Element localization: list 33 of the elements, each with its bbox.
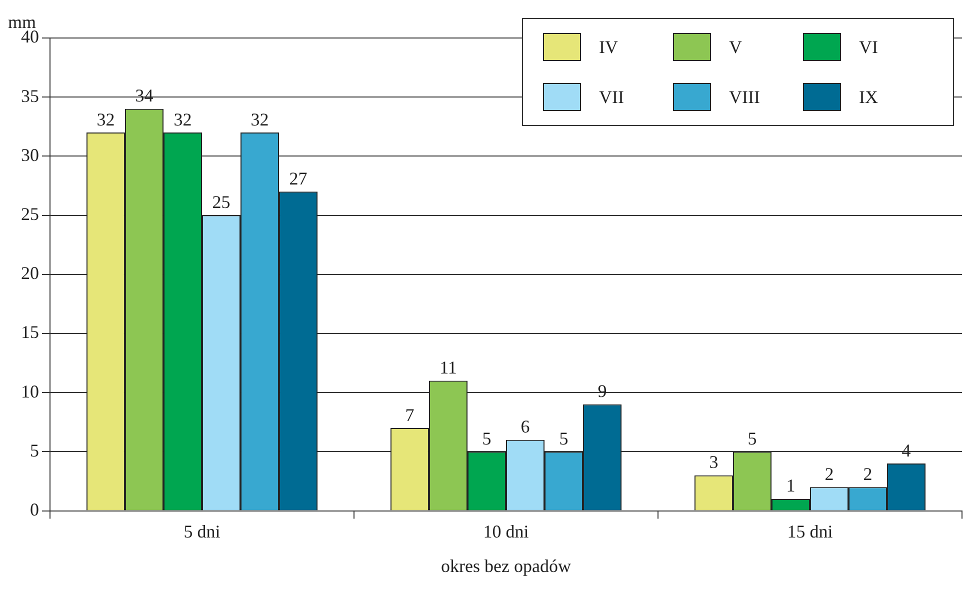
data-label: 2 xyxy=(863,464,872,484)
data-label: 32 xyxy=(96,109,115,130)
data-label: 5 xyxy=(748,428,757,448)
data-label: 5 xyxy=(482,428,492,448)
y-tick-label: 35 xyxy=(21,86,39,106)
y-tick-label: 5 xyxy=(30,440,39,460)
data-label: 32 xyxy=(250,109,269,130)
legend-label: V xyxy=(729,36,742,58)
data-label: 32 xyxy=(174,109,192,130)
legend-label: IX xyxy=(859,86,878,108)
x-tick-label: 15 dni xyxy=(787,521,833,542)
data-label: 11 xyxy=(440,358,457,378)
data-label: 2 xyxy=(824,464,834,484)
x-tick-label: 10 dni xyxy=(483,521,529,542)
data-label: 5 xyxy=(559,428,568,448)
y-tick-label: 30 xyxy=(21,144,39,165)
legend-label: VII xyxy=(599,86,624,108)
y-tick-label: 15 xyxy=(21,322,39,342)
y-tick-label: 25 xyxy=(21,204,39,224)
data-label: 25 xyxy=(212,192,230,212)
data-label: 6 xyxy=(520,416,530,437)
legend-label: VI xyxy=(859,36,878,58)
data-label: 1 xyxy=(786,476,796,496)
data-label: 7 xyxy=(405,404,414,425)
legend-label: VIII xyxy=(729,86,760,108)
y-tick-label: 20 xyxy=(21,263,39,284)
legend-label: IV xyxy=(599,36,618,58)
data-label: 27 xyxy=(289,168,308,188)
x-axis-title: okres bez opadów xyxy=(441,556,571,576)
data-label: 3 xyxy=(709,452,718,472)
y-tick-label: 0 xyxy=(30,500,39,520)
y-tick-label: 10 xyxy=(21,381,39,402)
x-tick-label: 5 dni xyxy=(184,521,220,542)
